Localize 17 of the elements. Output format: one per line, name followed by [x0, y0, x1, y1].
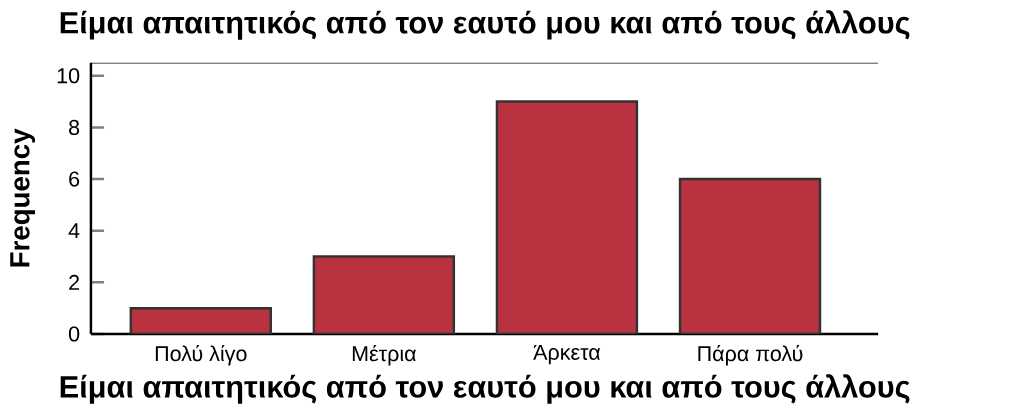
x-tick-label: Πάρα πολύ: [698, 344, 803, 366]
x-tick-label: Πολύ λίγο: [155, 344, 247, 366]
x-axis-title: Είμαι απαιτητικός από τον εαυτό μου και από τους άλλους: [60, 374, 910, 404]
x-tick-label: Άρκετα: [533, 344, 601, 365]
bar: [678, 177, 822, 334]
y-tick-label: 0: [68, 326, 80, 342]
y-tick-label: 2: [69, 274, 80, 290]
bar: [495, 100, 639, 334]
y-tick-label: 8: [69, 119, 80, 135]
x-tick-label: Μέτρια: [352, 344, 416, 366]
bar: [312, 255, 456, 334]
y-tick-label: 10: [57, 68, 80, 84]
y-axis-title: Frequency: [10, 128, 36, 267]
chart-title: Είμαι απαιτητικός από τον εαυτό μου και από τους άλλους: [60, 10, 910, 40]
y-tick-label: 6: [69, 171, 80, 187]
y-tick-label: 4: [68, 223, 80, 239]
bar: [129, 306, 272, 334]
